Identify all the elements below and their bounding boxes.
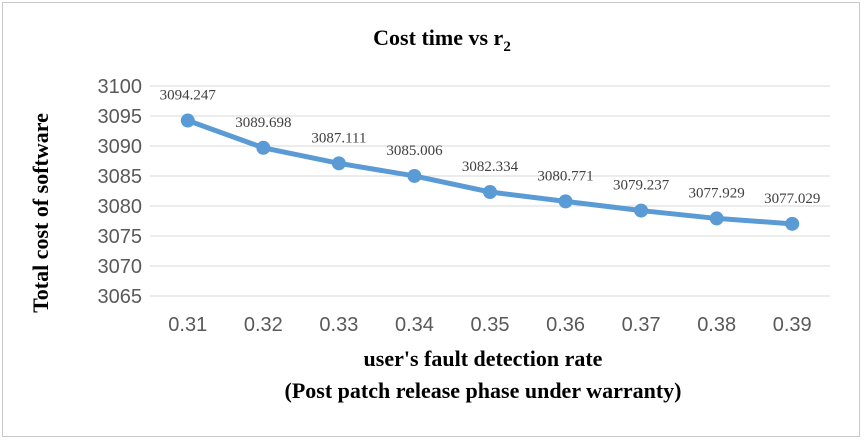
y-axis-label: Total cost of software <box>28 113 53 313</box>
data-label: 3085.006 <box>386 143 443 159</box>
data-labels: 3094.247 3089.698 3087.111 3085.006 3082.334… <box>160 88 821 207</box>
data-point <box>256 140 271 155</box>
data-point <box>407 168 422 183</box>
data-point <box>634 203 649 218</box>
y-tick-label: 3085 <box>98 166 143 188</box>
data-label: 3077.029 <box>764 191 820 207</box>
x-tick-label: 0.31 <box>168 314 207 336</box>
data-label: 3089.698 <box>235 115 291 131</box>
data-label: 3094.247 <box>160 88 217 104</box>
data-label: 3080.771 <box>537 168 593 184</box>
x-tick-label: 0.38 <box>697 314 736 336</box>
x-tick-label: 0.32 <box>244 314 283 336</box>
data-point <box>483 184 497 199</box>
y-tick-label: 3095 <box>98 106 143 128</box>
chart-title: Cost time vs r2 <box>373 25 511 55</box>
x-tick-label: 0.35 <box>471 314 510 336</box>
x-tick-label: 0.37 <box>622 314 661 336</box>
x-tick-label: 0.36 <box>546 314 585 336</box>
x-tick-label: 0.34 <box>395 314 434 336</box>
data-label: 3087.111 <box>311 130 366 146</box>
y-tick-label: 3070 <box>98 256 143 278</box>
x-axis-ticks: 0.31 0.32 0.33 0.34 0.35 0.36 0.37 0.38 0.39 <box>168 314 811 336</box>
x-axis-label: user's fault detection rate <box>364 346 603 371</box>
y-tick-label: 3080 <box>98 196 143 218</box>
data-point <box>709 211 724 226</box>
data-point <box>785 216 800 231</box>
y-tick-label: 3100 <box>98 76 143 98</box>
data-label: 3077.929 <box>689 185 745 201</box>
y-tick-label: 3065 <box>98 286 143 308</box>
y-tick-label: 3090 <box>98 136 143 158</box>
data-point <box>331 156 346 171</box>
x-tick-label: 0.33 <box>319 314 358 336</box>
y-axis-ticks: 3065 3070 3075 3080 3085 3090 3095 3100 <box>98 76 143 308</box>
data-point <box>558 194 573 209</box>
gridlines <box>150 85 830 297</box>
data-label: 3079.237 <box>613 178 670 194</box>
y-tick-label: 3075 <box>98 226 143 248</box>
x-tick-label: 0.39 <box>773 314 812 336</box>
data-label: 3082.334 <box>462 159 519 175</box>
x-axis-label-line2: (Post patch release phase under warranty… <box>285 378 682 403</box>
data-point <box>180 113 195 128</box>
data-points <box>180 113 800 231</box>
